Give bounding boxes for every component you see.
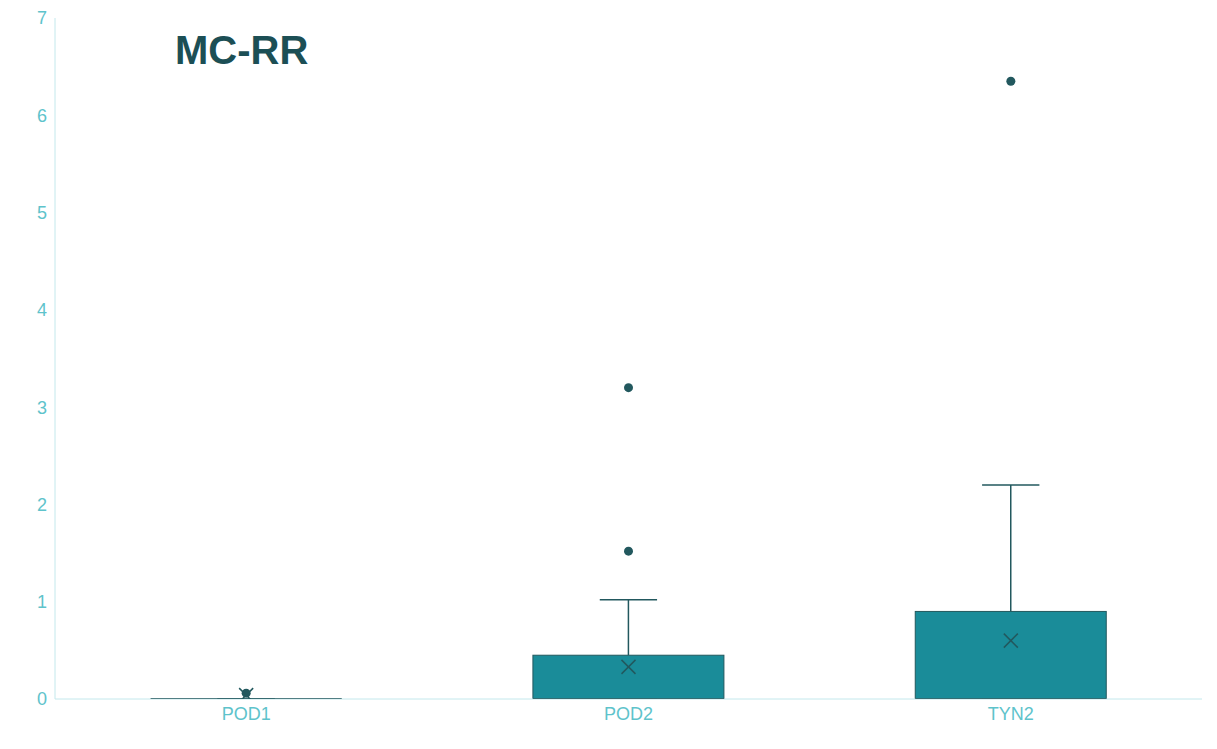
svg-text:1: 1 [37,592,47,612]
html-text:MC-RR: MC-RR [175,28,309,72]
svg-text:4: 4 [37,300,47,320]
svg-text:3: 3 [37,398,47,418]
svg-text:0: 0 [37,689,47,709]
svg-text:6: 6 [37,106,47,126]
svg-text:2: 2 [37,495,47,515]
svg-text:7: 7 [37,8,47,28]
svg-text:POD2: POD2 [604,704,653,724]
svg-text:POD1: POD1 [222,704,271,724]
svg-text:TYN2: TYN2 [988,704,1034,724]
svg-text:5: 5 [37,203,47,223]
